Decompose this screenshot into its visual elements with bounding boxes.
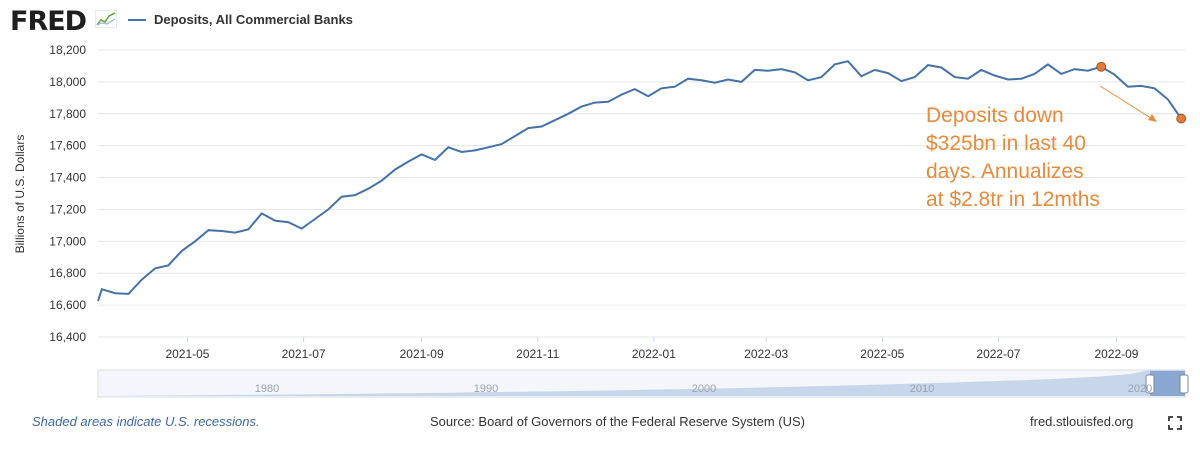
navigator-tick-2000: 2000 (692, 383, 716, 395)
fullscreen-icon[interactable] (1168, 416, 1182, 430)
annotation-line-1: Deposits down (926, 104, 1064, 127)
header: FRED Deposits, All Commercial Banks (0, 0, 1200, 40)
navigator-tick-2010: 2010 (910, 383, 934, 395)
y-tick-label: 16,600 (49, 298, 86, 312)
chart-legend[interactable]: Deposits, All Commercial Banks (128, 12, 353, 27)
legend-swatch (128, 18, 146, 21)
y-tick-label: 18,200 (49, 43, 86, 57)
series-line-deposits (97, 60, 1183, 302)
x-tick-label: 2022-09 (1094, 347, 1138, 361)
annotation-arrow (1099, 85, 1155, 121)
navigator-area (98, 370, 1185, 396)
y-tick-label: 16,400 (49, 330, 86, 344)
y-tick-label: 17,600 (49, 139, 86, 153)
y-tick-label: 17,200 (49, 202, 86, 216)
x-tick-label: 2022-01 (632, 347, 676, 361)
y-tick-label: 17,400 (49, 171, 86, 185)
annotation-line-4: at $2.8tr in 12mths (926, 188, 1100, 211)
line-chart[interactable]: 16,400 16,600 16,800 17,000 17,200 17,400 17,6… (0, 0, 1200, 410)
range-navigator[interactable]: 1980 1990 2000 2010 2020 (97, 369, 1189, 398)
x-tick-label: 2022-03 (744, 347, 788, 361)
site-link[interactable]: fred.stlouisfed.org (1030, 414, 1134, 429)
navigator-tick-1990: 1990 (474, 383, 498, 395)
navigator-selection[interactable] (1150, 371, 1185, 396)
y-gridlines (98, 49, 1185, 338)
x-tick-label: 2021-11 (516, 347, 559, 361)
x-tick-label: 2022-07 (976, 347, 1020, 361)
y-tick-label: 17,000 (49, 234, 86, 248)
annotation-line-3: days. Annualizes (926, 160, 1084, 183)
y-tick-labels: 16,400 16,600 16,800 17,000 17,200 17,400 17,6… (49, 43, 86, 344)
recession-note: Shaded areas indicate U.S. recessions. (32, 414, 260, 429)
navigator-tick-1980: 1980 (255, 383, 279, 395)
navigator-right-handle[interactable] (1179, 374, 1189, 394)
y-axis-label: Billions of U.S. Dollars (13, 135, 27, 254)
x-tick-label: 2022-05 (860, 347, 904, 361)
highlight-marker (1096, 61, 1107, 72)
plot-area (98, 50, 1185, 337)
x-tick-label: 2021-09 (400, 347, 444, 361)
annotation-line-2: $325bn in last 40 (926, 132, 1086, 155)
y-tick-label: 17,800 (49, 107, 86, 121)
legend-label: Deposits, All Commercial Banks (154, 12, 353, 27)
x-tick-labels: 2021-05 2021-07 2021-09 2021-11 2022-01 2022-… (165, 337, 1139, 361)
x-tick-label: 2021-05 (165, 347, 209, 361)
annotation-arrowhead (1148, 114, 1157, 122)
y-tick-label: 16,800 (49, 266, 86, 280)
navigator-tick-2020: 2020 (1128, 383, 1152, 395)
highlight-markers (1096, 61, 1187, 124)
source-text: Source: Board of Governors of the Federa… (430, 414, 805, 429)
y-tick-label: 18,000 (49, 75, 86, 89)
fred-logo[interactable]: FRED (10, 6, 87, 37)
highlight-marker (1176, 113, 1187, 124)
chart-logo-icon (95, 10, 117, 28)
x-tick-label: 2021-07 (282, 347, 326, 361)
navigator-left-handle[interactable] (1145, 374, 1155, 394)
